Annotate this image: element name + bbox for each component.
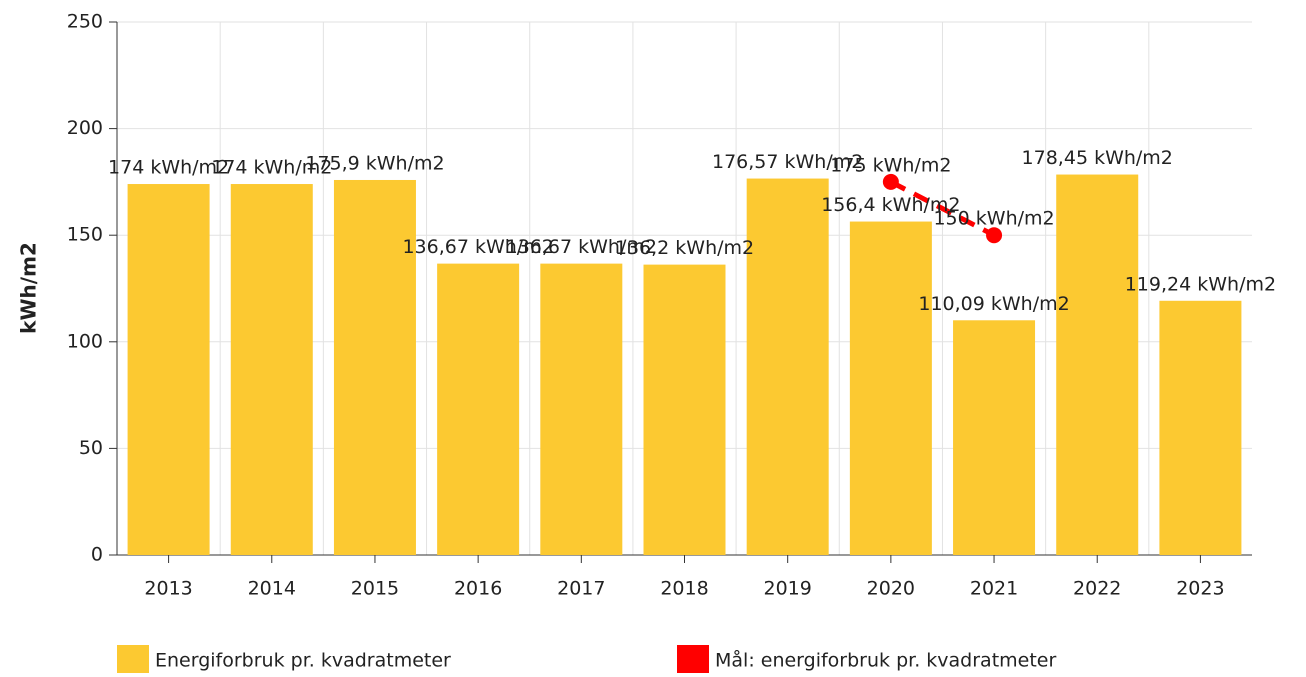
- y-tick-label: 100: [67, 330, 103, 352]
- x-tick-label: 2020: [867, 578, 915, 600]
- data-label: 175,9 kWh/m2: [305, 152, 444, 174]
- bar: [127, 184, 210, 556]
- data-label: 176,57 kWh/m2: [712, 151, 863, 173]
- data-label: 119,24 kWh/m2: [1125, 273, 1276, 295]
- x-tick-label: 2018: [660, 578, 708, 600]
- bar: [437, 263, 520, 555]
- y-tick-label: 200: [67, 117, 103, 139]
- x-tick-label: 2022: [1073, 578, 1121, 600]
- x-tick-label: 2013: [144, 578, 192, 600]
- x-tick-label: 2021: [970, 578, 1018, 600]
- bar: [333, 179, 416, 555]
- y-axis-label: kWh/m2: [17, 242, 41, 334]
- bar: [953, 320, 1036, 555]
- data-label: 156,4 kWh/m2: [821, 194, 960, 216]
- data-label: 174 kWh/m2: [108, 157, 229, 179]
- bar: [643, 264, 726, 555]
- x-tick-label: 2017: [557, 578, 605, 600]
- line: [889, 179, 996, 238]
- data-label: 174 kWh/m2: [211, 157, 332, 179]
- bar: [230, 184, 313, 556]
- y-tick-label: 150: [67, 224, 103, 246]
- y-tick-label: 0: [91, 544, 103, 566]
- x-tick-label: 2014: [248, 578, 296, 600]
- data-label: 178,45 kWh/m2: [1022, 147, 1173, 169]
- legend-label: Mål: energiforbruk pr. kvadratmeter: [715, 649, 1056, 672]
- legend-label: Energiforbruk pr. kvadratmeter: [155, 650, 451, 672]
- data-label: 136,67 kWh/m2: [402, 236, 553, 258]
- x-tick-label: 2016: [454, 578, 502, 600]
- data-label: 110,09 kWh/m2: [918, 293, 1069, 315]
- data-label: 150 kWh/m2: [933, 208, 1054, 230]
- line-point: [882, 173, 899, 190]
- y-tick-label: 250: [67, 11, 103, 33]
- x-tick-label: 2015: [351, 578, 399, 600]
- bar: [1056, 174, 1139, 555]
- line-point: [986, 227, 1003, 244]
- bar: [540, 263, 623, 555]
- data-label: 136,2 kWh/m2: [615, 237, 754, 259]
- legend-swatch: [117, 645, 149, 675]
- data-label: 175 kWh/m2: [830, 154, 951, 176]
- legend-swatch: [677, 645, 709, 675]
- x-tick-label: 2023: [1176, 578, 1224, 600]
- data-label: 136,67 kWh/m2: [506, 236, 657, 258]
- y-tick-label: 50: [79, 437, 103, 459]
- bar: [746, 178, 829, 555]
- bar: [1159, 300, 1242, 555]
- x-tick-label: 2019: [764, 578, 812, 600]
- bar: [849, 221, 932, 555]
